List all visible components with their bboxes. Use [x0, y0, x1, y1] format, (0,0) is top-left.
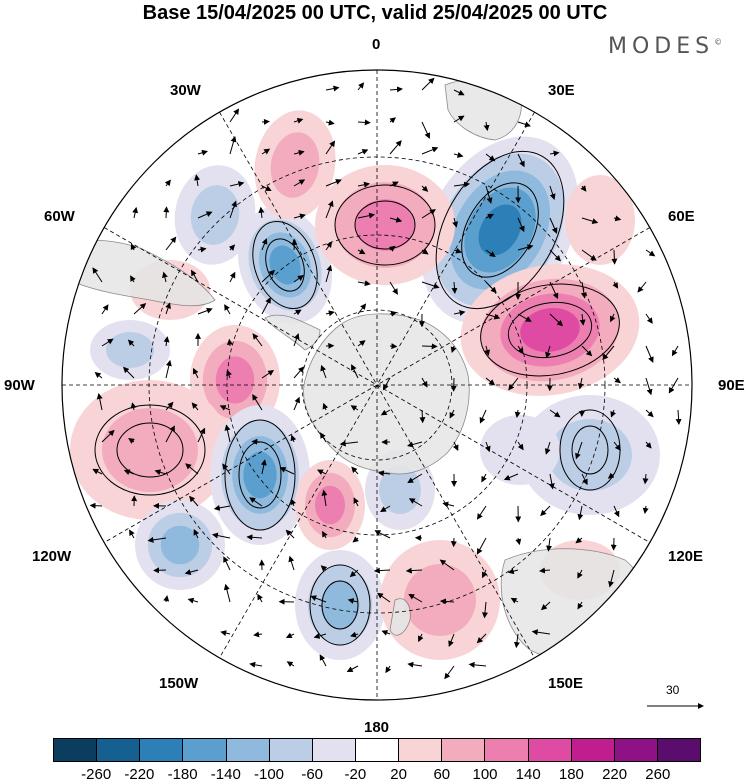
colorbar-swatch: [399, 739, 442, 761]
reference-vector-label: 30: [666, 683, 679, 697]
colorbar-swatch: [572, 739, 615, 761]
anomaly-shade: [480, 415, 560, 485]
colorbar-tick-label: -140: [211, 766, 241, 783]
anomaly-shade: [315, 486, 345, 525]
colorbar-tick-label: 140: [516, 766, 541, 783]
anomaly-shade: [161, 526, 200, 565]
lon-label-0: 0: [372, 36, 380, 53]
colorbar-tick-label: 180: [559, 766, 584, 783]
anomaly-shade: [565, 175, 635, 265]
wind-vector: [252, 442, 262, 443]
colorbar-tick-label: 60: [433, 766, 450, 783]
lon-label-30e: 30E: [548, 82, 575, 99]
colorbar-swatch: [615, 739, 658, 761]
wind-vector: [422, 410, 423, 422]
anomaly-shade: [404, 564, 476, 636]
colorbar-swatch: [356, 739, 399, 761]
colorbar-swatch: [313, 739, 356, 761]
colorbar-swatch: [227, 739, 270, 761]
wind-vector: [422, 346, 437, 347]
wind-vector: [229, 340, 230, 346]
colorbar-swatch: [442, 739, 485, 761]
wind-vector: [166, 207, 167, 218]
colorbar-tick-label: -20: [345, 766, 367, 783]
wind-vector: [154, 570, 166, 571]
wind-vector: [390, 346, 396, 347]
anomaly-shade: [355, 199, 415, 250]
colorbar-tick-label: -260: [81, 766, 111, 783]
colorbar-swatch: [529, 739, 572, 761]
wind-vector: [91, 505, 102, 506]
lon-label-90w: 90W: [4, 377, 35, 394]
anomaly-shade: [102, 408, 198, 492]
lon-label-30w: 30W: [170, 82, 201, 99]
lon-label-180: 180: [364, 719, 389, 736]
wind-vector: [294, 240, 295, 250]
lon-label-60e: 60E: [668, 208, 695, 225]
colorbar-ticks: -260 -220 -180 -140 -100 -60 -20 20 60 100 140 180 2…: [0, 766, 750, 784]
colorbar-swatch: [658, 739, 700, 761]
colorbar: [53, 738, 701, 762]
lon-label-150w: 150W: [159, 675, 198, 692]
colorbar-tick-label: 100: [472, 766, 497, 783]
lon-label-120e: 120E: [668, 548, 703, 565]
lon-label-150e: 150E: [548, 675, 583, 692]
wind-vector: [614, 250, 615, 264]
anomaly-shade: [106, 332, 154, 368]
anomaly-shade: [216, 356, 255, 403]
colorbar-tick-label: -100: [254, 766, 284, 783]
colorbar-tick-label: 260: [645, 766, 670, 783]
colorbar-tick-label: 220: [602, 766, 627, 783]
wind-vector: [358, 122, 370, 123]
lon-label-90e: 90E: [718, 377, 745, 394]
colorbar-swatch: [140, 739, 183, 761]
lon-label-120w: 120W: [32, 548, 71, 565]
colorbar-swatch: [270, 739, 313, 761]
wind-vector: [262, 122, 269, 123]
colorbar-tick-label: -180: [168, 766, 198, 783]
colorbar-tick-label: -220: [124, 766, 154, 783]
colorbar-tick-label: 20: [390, 766, 407, 783]
colorbar-tick-label: -60: [301, 766, 323, 783]
colorbar-swatch: [97, 739, 140, 761]
colorbar-swatch: [183, 739, 226, 761]
colorbar-swatch: [485, 739, 528, 761]
colorbar-swatch: [54, 739, 97, 761]
lon-label-60w: 60W: [44, 208, 75, 225]
